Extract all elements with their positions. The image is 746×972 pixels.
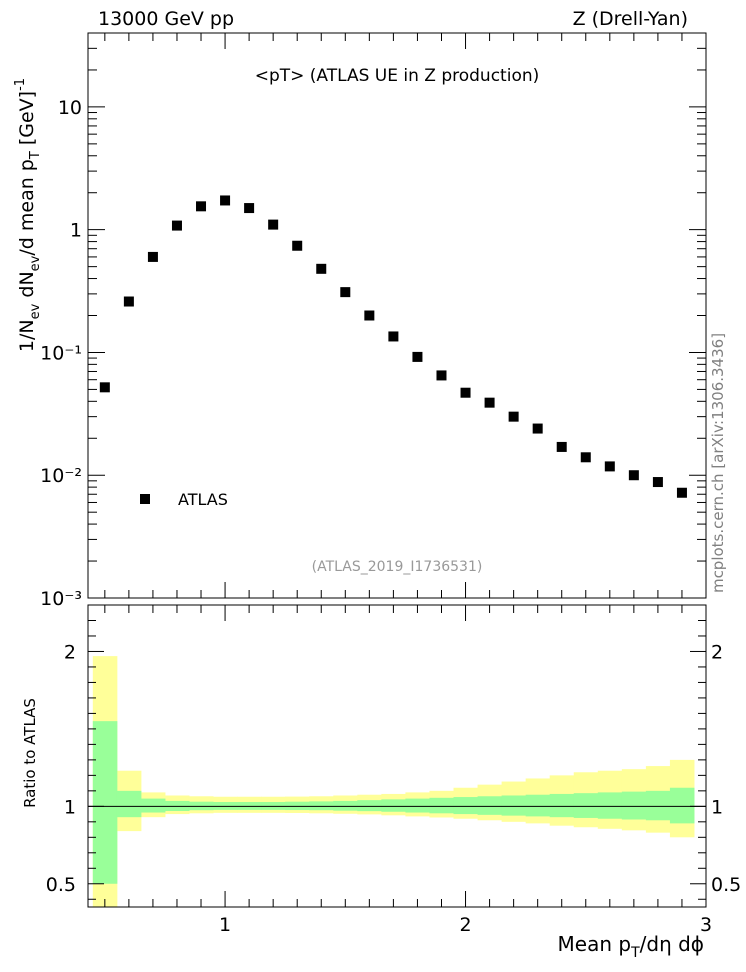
data-point [123, 296, 134, 307]
ratio-uncertainty-bands [92, 656, 695, 907]
ratio-plot-panel: 0.5 0.5 1 1 2 2 1 2 3 Ratio to ATLAS Mean pT/dη… [21, 604, 741, 961]
data-point [171, 220, 182, 231]
main-plot-panel: 10⁻³ 10⁻² 10⁻¹ 1 10 <pT> (ATLAS UE in Z prod… [13, 32, 707, 610]
ratio-y-tick-label: 1 [64, 796, 76, 818]
ratio-band-bin [405, 798, 430, 813]
ratio-y-axis: 0.5 0.5 1 1 2 2 [46, 619, 741, 900]
ratio-band-bin [597, 792, 623, 819]
data-point [147, 251, 158, 262]
data-point [220, 195, 231, 206]
ratio-band-bin [501, 795, 527, 816]
data-point [532, 423, 543, 434]
plot-title: <pT> (ATLAS UE in Z production) [255, 66, 540, 86]
ratio-y-tick-label: 2 [64, 641, 76, 663]
ratio-band-bin [429, 797, 455, 814]
data-point [316, 263, 327, 274]
data-point [436, 370, 447, 381]
data-point [676, 487, 687, 498]
ratio-band-bin [116, 790, 142, 818]
header-right: Z (Drell-Yan) [573, 8, 688, 30]
data-point [268, 219, 279, 230]
data-point [604, 461, 615, 472]
main-plot-frame [87, 32, 707, 599]
data-point [652, 477, 663, 488]
y-tick-label: 10⁻¹ [40, 342, 82, 364]
main-y-axis: 10⁻³ 10⁻² 10⁻¹ 1 10 [40, 32, 706, 610]
ratio-band-bin [333, 800, 358, 811]
data-point [484, 397, 495, 408]
data-point [580, 452, 591, 463]
ratio-band-bin [669, 787, 695, 824]
ratio-band-bin [645, 790, 671, 821]
y-tick-label: 10⁻² [40, 465, 82, 487]
data-point [412, 351, 423, 362]
x-axis-label: Mean pT/dη dϕ [558, 932, 704, 961]
ratio-band-bin [621, 791, 647, 820]
ratio-y-tick-label-right: 2 [711, 641, 723, 663]
ratio-band-bin [140, 798, 166, 813]
main-x-axis [104, 33, 707, 598]
data-point [364, 310, 375, 321]
data-point [99, 382, 110, 393]
ratio-band-bin [381, 799, 406, 812]
ratio-y-tick-label: 0.5 [46, 874, 76, 896]
legend-marker-atlas [140, 494, 150, 504]
data-point [388, 331, 399, 342]
ratio-y-tick-label-right: 1 [711, 796, 723, 818]
x-tick-label: 1 [219, 914, 231, 936]
analysis-tag: (ATLAS_2019_I1736531) [312, 559, 483, 575]
ratio-band-bin [309, 801, 334, 811]
y-tick-label: 10⁻³ [40, 588, 82, 610]
header-left: 13000 GeV pp [98, 8, 234, 30]
legend-label-atlas: ATLAS [178, 490, 228, 509]
ratio-y-tick-label-right: 0.5 [711, 874, 741, 896]
data-point [292, 240, 303, 251]
ratio-band-bin [573, 793, 599, 818]
ratio-plot-frame [87, 604, 707, 908]
ratio-band-bin [453, 797, 479, 815]
data-point [196, 201, 207, 212]
y-tick-label: 10 [58, 97, 82, 119]
ratio-y-axis-label: Ratio to ATLAS [21, 698, 39, 808]
data-point [460, 387, 471, 398]
x-tick-label: 2 [459, 914, 471, 936]
ratio-band-bin [92, 721, 118, 884]
data-point [244, 203, 255, 214]
y-tick-label: 1 [70, 220, 82, 242]
ratio-band-bin [549, 793, 575, 818]
data-point [628, 470, 639, 481]
data-point [508, 411, 519, 422]
side-credit-label: mcplots.cern.ch [arXiv:1306.3436] [709, 333, 727, 593]
x-tick-label: 3 [700, 914, 712, 936]
ratio-band-bin [525, 794, 551, 817]
ratio-band-bin [477, 796, 503, 815]
ratio-band-bin [357, 800, 382, 812]
ratio-x-axis: 1 2 3 [104, 605, 712, 936]
data-point [556, 441, 567, 452]
atlas-data-points [99, 195, 687, 498]
main-y-axis-label: 1/Nev dNev/d mean pT [GeV]-1 [13, 78, 43, 352]
data-point [340, 287, 351, 298]
